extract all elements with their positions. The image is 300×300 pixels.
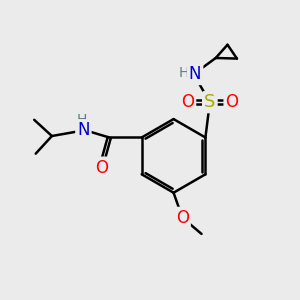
Text: N: N bbox=[189, 65, 201, 83]
Text: O: O bbox=[176, 209, 189, 227]
Text: N: N bbox=[77, 121, 90, 139]
Text: O: O bbox=[181, 93, 194, 111]
Text: O: O bbox=[225, 93, 239, 111]
Text: S: S bbox=[204, 93, 215, 111]
Text: H: H bbox=[77, 113, 87, 128]
Text: O: O bbox=[95, 158, 108, 176]
Text: H: H bbox=[179, 66, 189, 80]
